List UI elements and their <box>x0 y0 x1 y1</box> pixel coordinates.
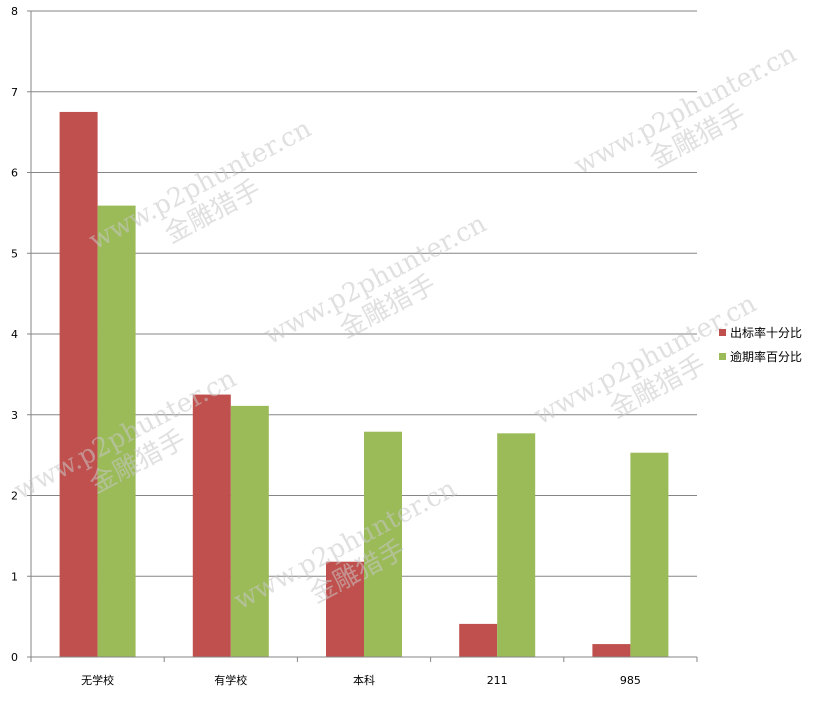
x-tick-label-0: 无学校 <box>81 673 114 687</box>
bar-series2-4 <box>630 452 669 657</box>
bar-series2-3 <box>497 433 536 657</box>
x-tick-label-1: 有学校 <box>214 673 247 687</box>
bar-series2-2 <box>364 431 402 657</box>
bar-series2-1 <box>230 405 269 657</box>
y-tick-label-7: 7 <box>11 86 18 99</box>
legend-label-0: 出标率十分比 <box>730 325 802 340</box>
legend-swatch-0 <box>719 329 726 336</box>
legend-label-1: 逾期率百分比 <box>730 349 802 364</box>
bar-series1-1 <box>192 394 231 657</box>
bar-series1-3 <box>459 623 498 657</box>
bar-series1-2 <box>326 561 364 657</box>
y-tick-label-4: 4 <box>11 328 18 341</box>
gridlines <box>31 10 697 577</box>
x-tick-label-4: 985 <box>620 674 641 687</box>
y-tick-label-6: 6 <box>11 167 18 180</box>
bar-series2-0 <box>97 205 136 658</box>
y-tick-label-8: 8 <box>11 5 18 18</box>
bar-series1-0 <box>59 111 98 657</box>
y-tick-label-2: 2 <box>11 490 18 503</box>
legend-swatch-1 <box>719 353 726 360</box>
bar-series1-4 <box>592 644 631 657</box>
bars <box>59 111 669 658</box>
y-tick-label-3: 3 <box>11 409 18 422</box>
y-tick-label-0: 0 <box>11 651 18 664</box>
axes: 0 1 2 3 4 5 6 7 8 无学校 有学校 本科 211 985 <box>11 5 698 687</box>
x-tick-label-3: 211 <box>487 674 508 687</box>
x-tick-label-2: 本科 <box>353 673 375 687</box>
y-tick-label-5: 5 <box>11 247 18 260</box>
y-tick-label-1: 1 <box>11 570 18 583</box>
